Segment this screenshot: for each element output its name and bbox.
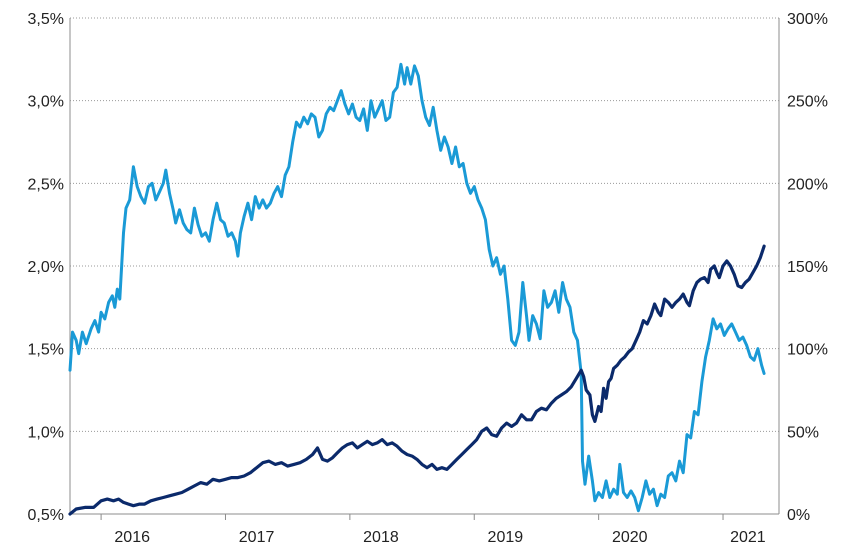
y-left-tick-label-3: 2,0% [28,259,64,276]
y-right-tick-label-5: 250% [787,94,828,111]
y-left-tick-label-0: 0,5% [28,507,64,524]
y-right-tick-label-1: 50% [787,424,819,441]
series-line-dark-blue [68,244,766,516]
x-tick-label-3: 2019 [488,529,524,546]
y-right-tick-label-2: 100% [787,342,828,359]
series-line-light-blue [68,62,766,513]
y-left-tick-label-2: 1,5% [28,342,64,359]
x-tick-label-5: 2021 [730,529,766,546]
gridlines [70,17,779,432]
x-tick-label-1: 2017 [239,529,275,546]
y-right-tick-label-6: 300% [787,11,828,28]
y-right-tick-label-0: 0% [787,507,810,524]
y-right-tick-label-3: 150% [787,259,828,276]
y-left-tick-label-4: 2,5% [28,176,64,193]
x-tick-label-2: 2018 [363,529,399,546]
series-lines [68,62,766,516]
x-tick-label-4: 2020 [612,529,648,546]
y-left-tick-label-5: 3,0% [28,94,64,111]
y-left-tick-label-6: 3,5% [28,11,64,28]
tick-labels: 0,5% 1,0% 1,5% 2,0% 2,5% 3,0% 3,5% 0% 50% 100% 150… [28,11,828,546]
axes [69,18,780,520]
y-right-tick-label-4: 200% [787,176,828,193]
x-tick-label-0: 2016 [114,529,150,546]
y-left-tick-label-1: 1,0% [28,424,64,441]
